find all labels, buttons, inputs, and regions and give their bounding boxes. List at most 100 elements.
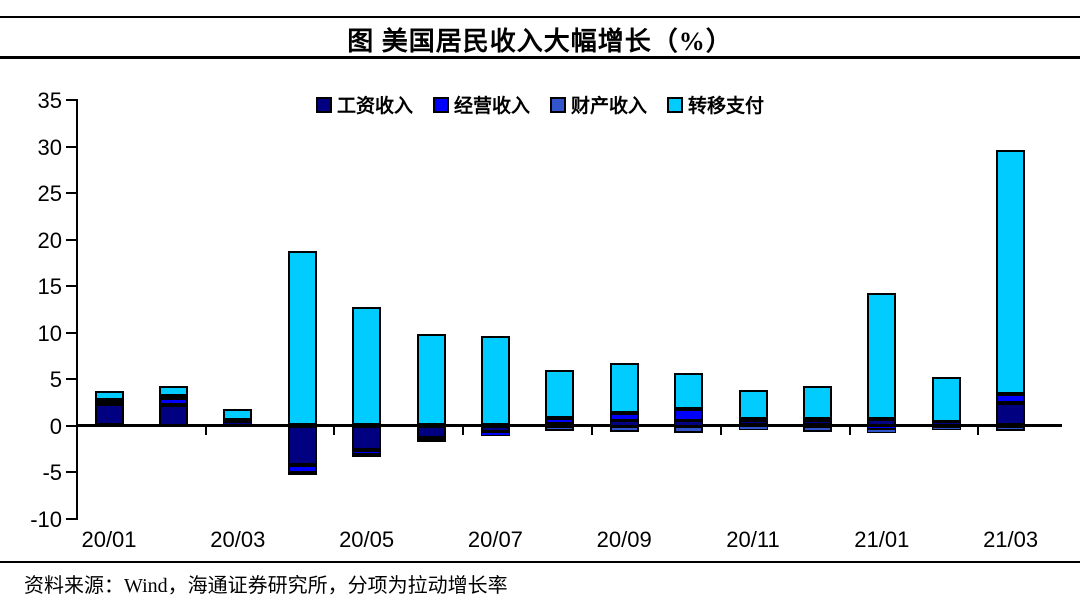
y-axis-tick [66, 331, 76, 334]
bar-segment [94, 400, 124, 403]
bar-segment [931, 421, 961, 426]
bar-segment [802, 425, 832, 432]
x-axis-tick-label: 20/03 [210, 527, 266, 552]
bar-segment [674, 372, 704, 409]
bar-segment [738, 419, 768, 421]
bar-segment [416, 425, 446, 438]
legend-item-property-income: 财产收入 [550, 91, 647, 118]
bar-segment [996, 393, 1026, 404]
bar-segment [867, 425, 897, 430]
x-axis-tick [462, 425, 465, 435]
x-axis-tick [591, 425, 593, 435]
x-axis-tick [333, 425, 336, 435]
business-income-swatch-icon [432, 96, 449, 113]
bar-segment [738, 425, 768, 431]
bar-segment [352, 425, 382, 450]
y-axis-tick-label: -10 [30, 506, 62, 532]
y-axis-tick [66, 192, 76, 194]
title-divider [0, 56, 1080, 59]
bar-segment [352, 455, 382, 458]
source-note: 资料来源：Wind，海通证券研究所，分项为拉动增长率 [24, 575, 508, 597]
y-axis-tick [66, 285, 76, 287]
bar-segment [609, 413, 639, 421]
y-axis-tick [66, 378, 76, 380]
bar-segment [94, 391, 124, 401]
bar-segment [609, 425, 639, 432]
bar-segment [545, 425, 575, 432]
y-axis-tick [66, 471, 76, 473]
bar-segment [931, 425, 961, 428]
bar-segment [158, 397, 188, 405]
bar-segment [223, 408, 253, 420]
bar-segment [416, 334, 446, 426]
bar-segment [480, 336, 510, 426]
bar-segment [931, 427, 961, 431]
y-axis-tick-label: 25 [37, 181, 62, 206]
y-axis-tick-label: 15 [37, 274, 62, 299]
bar-segment [738, 390, 768, 419]
bar-segment [287, 250, 317, 426]
chart-title: 图 美国居民收入大幅增长（%） [347, 27, 733, 56]
legend-label-business-income: 经营收入 [453, 96, 530, 117]
bar-segment [674, 420, 704, 426]
bar-segment [480, 425, 510, 432]
x-axis-tick-label: 20/09 [596, 527, 652, 552]
bar-segment [287, 425, 317, 465]
legend-item-wage-income: 工资收入 [315, 91, 413, 118]
x-axis-tick-label: 20/05 [339, 527, 395, 552]
bar-segment [287, 464, 317, 473]
bar-segment [867, 429, 897, 433]
x-axis-tick-label: 21/01 [854, 527, 910, 552]
bar-segment [545, 369, 575, 419]
bar-segment [674, 408, 704, 421]
y-axis-tick [66, 99, 76, 101]
y-axis-tick [66, 145, 76, 148]
y-axis-tick-label: 35 [37, 88, 62, 113]
bar-segment [867, 293, 897, 419]
bar-segment [352, 449, 382, 456]
x-axis-tick [848, 425, 851, 435]
bar-segment [158, 405, 188, 426]
legend-label-wage-income: 工资收入 [336, 96, 413, 117]
chart-legend: 工资收入 经营收入 财产收入 转移支付 [0, 91, 1080, 118]
bar-segment [416, 440, 446, 443]
x-axis-tick [719, 425, 722, 435]
legend-label-transfer-payments: 转移支付 [688, 96, 765, 117]
bar-segment [996, 150, 1026, 394]
legend-item-business-income: 经营收入 [432, 91, 530, 118]
bar-segment [94, 402, 124, 405]
legend-item-transfer-payments: 转移支付 [667, 91, 764, 118]
y-axis-tick [66, 238, 76, 241]
x-axis-tick-label: 20/07 [467, 527, 523, 552]
bar-segment [802, 386, 832, 419]
bar-segment [416, 437, 446, 441]
y-axis-tick-label: 20 [37, 227, 62, 253]
y-axis-tick [66, 517, 76, 520]
y-axis-tick-label: 30 [37, 134, 62, 160]
bar-segment [158, 395, 188, 398]
bar-segment [674, 425, 704, 433]
y-axis-tick-label: -5 [42, 460, 62, 485]
bar-segment [802, 419, 832, 421]
y-axis-tick-label: 5 [49, 367, 62, 392]
bar-segment [996, 425, 1026, 432]
y-axis-tick [66, 424, 76, 427]
bar-segment [352, 307, 382, 426]
top-divider [0, 16, 1080, 18]
bottom-divider [0, 561, 1080, 563]
bar-segment [996, 403, 1026, 426]
x-axis-tick-label: 20/11 [726, 527, 780, 552]
bar-segment [867, 419, 897, 426]
wage-income-swatch-icon [315, 96, 332, 113]
x-axis-tick-label: 21/03 [983, 527, 1039, 552]
bar-segment [545, 423, 575, 426]
x-axis-tick [204, 425, 207, 435]
bar-segment [94, 404, 124, 426]
property-income-swatch-icon [550, 96, 566, 113]
bar-segment [158, 386, 188, 396]
y-axis-tick-label: 10 [37, 320, 62, 346]
bar-segment [931, 377, 961, 422]
bar-segment [545, 418, 575, 424]
y-axis-tick-label: 0 [49, 413, 62, 439]
